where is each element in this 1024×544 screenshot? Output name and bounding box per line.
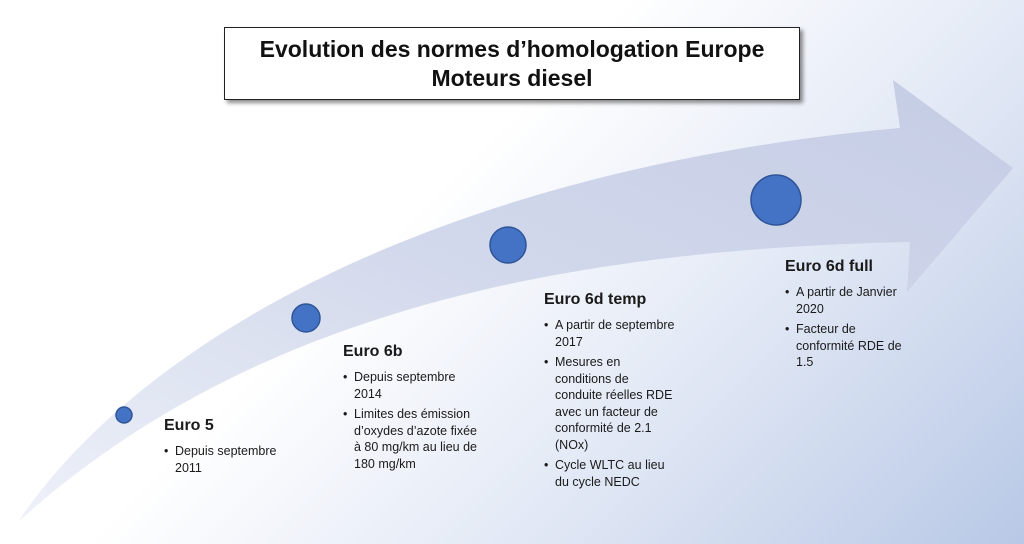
milestone-bullet: Mesures en conditions de conduite réelle…	[544, 354, 679, 453]
timeline-dot-euro-6d-temp	[489, 226, 527, 264]
title-line-2: Moteurs diesel	[431, 64, 593, 91]
milestone-bullet: Limites des émission d’oxydes d’azote fi…	[343, 406, 483, 472]
milestone-title: Euro 6d full	[785, 258, 873, 275]
milestone-bullet: Depuis septembre 2011	[164, 443, 282, 476]
milestone-bullets: A partir de septembre 2017 Mesures en co…	[544, 317, 679, 490]
milestone-euro-6d-full: Euro 6d full A partir de Janvier 2020 Fa…	[785, 258, 915, 375]
milestone-bullet: Depuis septembre 2014	[343, 369, 483, 402]
milestone-bullets: A partir de Janvier 2020 Facteur de conf…	[785, 284, 915, 371]
timeline-dot-euro-6d-full	[750, 174, 802, 226]
milestone-title: Euro 6b	[343, 343, 403, 360]
milestone-bullet: A partir de septembre 2017	[544, 317, 679, 350]
milestone-title: Euro 5	[164, 417, 214, 434]
milestone-euro-5: Euro 5 Depuis septembre 2011	[164, 417, 282, 480]
title-box: Evolution des normes d’homologation Euro…	[224, 27, 800, 100]
milestone-bullets: Depuis septembre 2011	[164, 443, 282, 476]
timeline-dot-euro-6b	[291, 303, 321, 333]
milestone-title: Euro 6d temp	[544, 291, 647, 308]
milestone-bullet: Cycle WLTC au lieu du cycle NEDC	[544, 457, 679, 490]
title-line-1: Evolution des normes d’homologation Euro…	[259, 35, 765, 62]
timeline-dot-euro-5	[115, 406, 133, 424]
milestone-bullet: Facteur de conformité RDE de 1.5	[785, 321, 915, 371]
milestone-euro-6d-temp: Euro 6d temp A partir de septembre 2017 …	[544, 291, 679, 494]
milestone-bullet: A partir de Janvier 2020	[785, 284, 915, 317]
milestone-euro-6b: Euro 6b Depuis septembre 2014 Limites de…	[343, 343, 483, 476]
milestone-bullets: Depuis septembre 2014 Limites des émissi…	[343, 369, 483, 472]
